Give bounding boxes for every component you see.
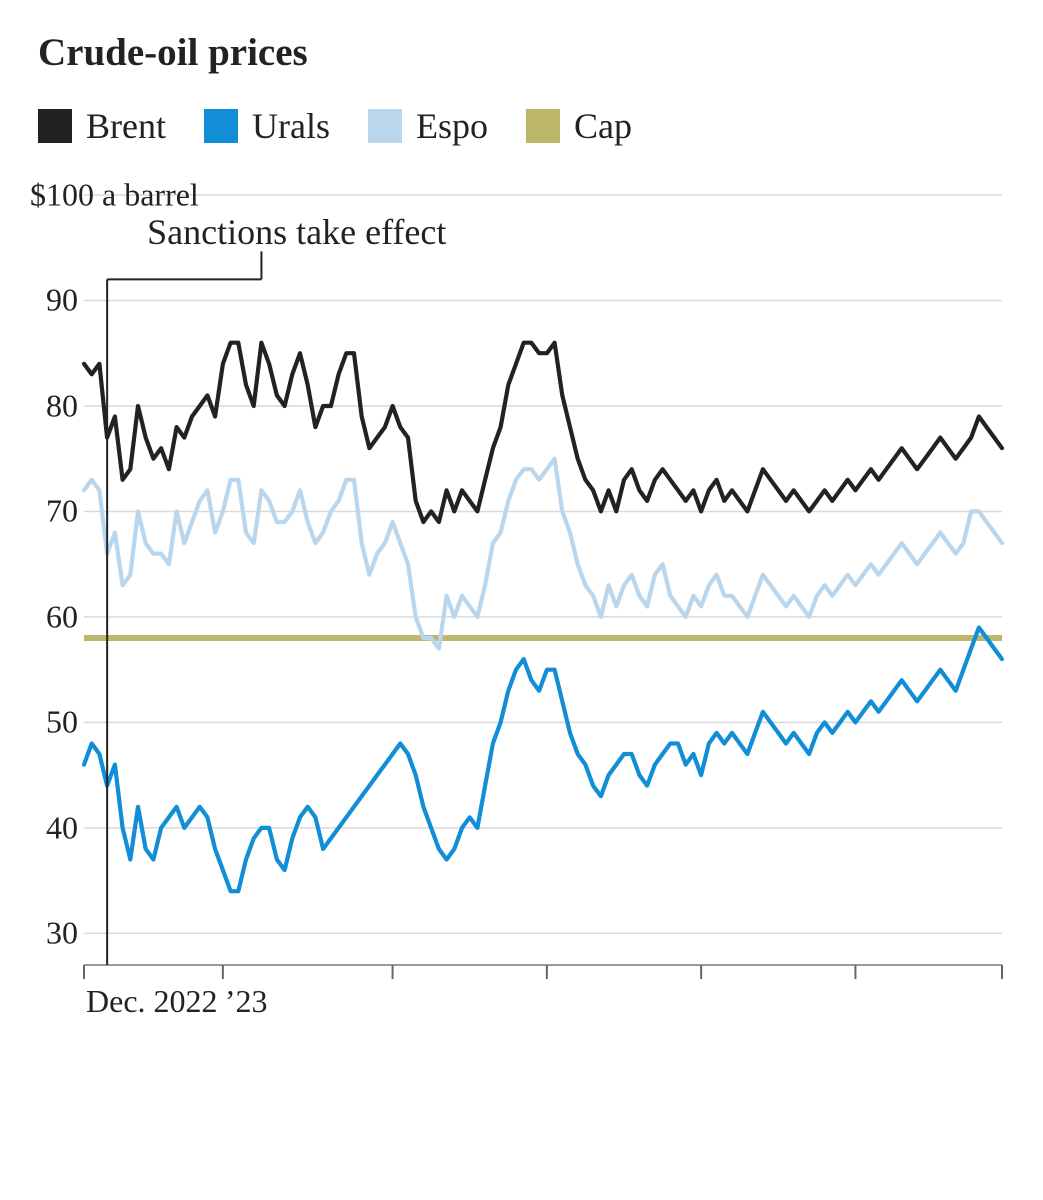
chart-title: Crude-oil prices (38, 30, 1013, 75)
legend-swatch (368, 109, 402, 143)
y-tick-label: 70 (30, 493, 78, 530)
annotation-sanctions: Sanctions take effect (147, 211, 446, 253)
legend-label: Cap (574, 105, 632, 147)
legend-label: Urals (252, 105, 330, 147)
y-tick-label: 50 (30, 704, 78, 741)
plot-svg (30, 173, 1010, 1013)
x-tick-label: Dec. 2022 (86, 983, 218, 1020)
y-tick-label: 90 (30, 282, 78, 319)
y-tick-label: 60 (30, 598, 78, 635)
legend-item: Espo (368, 105, 488, 147)
y-tick-label: 40 (30, 809, 78, 846)
legend-item: Urals (204, 105, 330, 147)
chart-plot: Sanctions take effect 30 40 50 60 70 80 90 $100… (30, 173, 1010, 1013)
y-top-label: $100 a barrel (30, 177, 199, 214)
legend: Brent Urals Espo Cap (38, 105, 1013, 147)
legend-swatch (38, 109, 72, 143)
legend-swatch (204, 109, 238, 143)
legend-swatch (526, 109, 560, 143)
legend-item: Brent (38, 105, 166, 147)
y-tick-label: 80 (30, 387, 78, 424)
legend-label: Brent (86, 105, 166, 147)
legend-item: Cap (526, 105, 632, 147)
x-tick-label: ’23 (225, 983, 268, 1020)
y-tick-label: 30 (30, 915, 78, 952)
legend-label: Espo (416, 105, 488, 147)
